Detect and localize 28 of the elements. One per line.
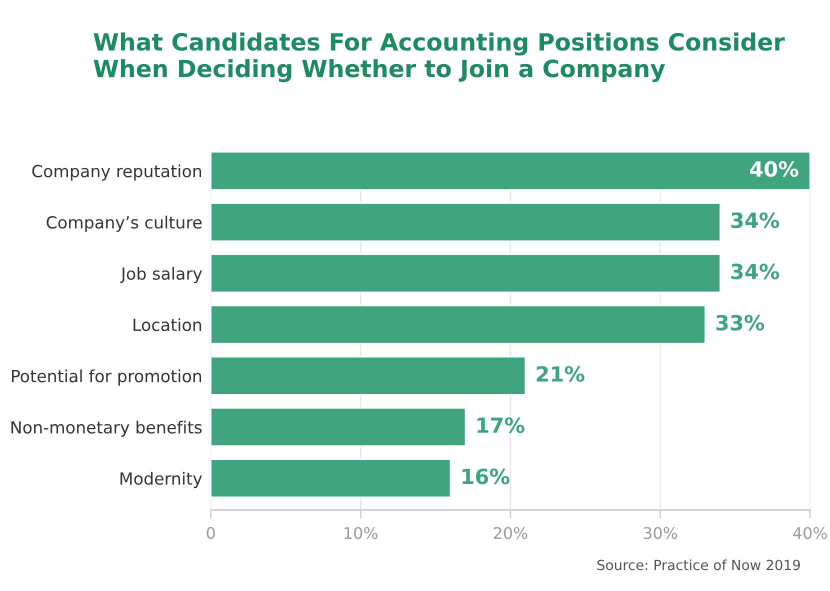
x-tick-label: 40%: [793, 526, 827, 540]
bar: [210, 356, 526, 396]
bar: [210, 152, 810, 190]
data-label: 33%: [716, 314, 764, 331]
bar: [210, 254, 721, 293]
x-tick-label: 10%: [344, 526, 378, 540]
y-tick-label: Location: [134, 318, 202, 332]
y-tick-label: Non-monetary benefits: [12, 420, 202, 437]
y-tick-label: Job salary: [120, 266, 202, 284]
chart-title: What Candidates For Accounting Positions Consider When Deciding Whether to Join a Company: [94, 32, 785, 82]
data-label: 34%: [731, 212, 780, 228]
bar: [210, 458, 452, 498]
bar: [210, 202, 721, 242]
source-note: Source: Practice of Now 2019: [597, 559, 800, 570]
y-tick-label: Potential for promotion: [12, 369, 202, 386]
y-tick-label: Modernity: [120, 472, 202, 488]
x-tick-label: 30%: [644, 526, 678, 540]
y-tick-label: Company reputation: [32, 164, 202, 181]
bar: [210, 407, 466, 447]
data-label: 16%: [462, 468, 510, 484]
data-label: 34%: [731, 264, 780, 280]
bar: [210, 304, 706, 344]
data-label: 21%: [536, 366, 584, 382]
data-label: 40%: [750, 161, 798, 177]
x-tick-label: 0: [206, 526, 215, 540]
y-tick-label: Company’s culture: [46, 216, 202, 232]
data-label: 17%: [478, 417, 524, 434]
x-tick-label: 20%: [494, 526, 528, 540]
